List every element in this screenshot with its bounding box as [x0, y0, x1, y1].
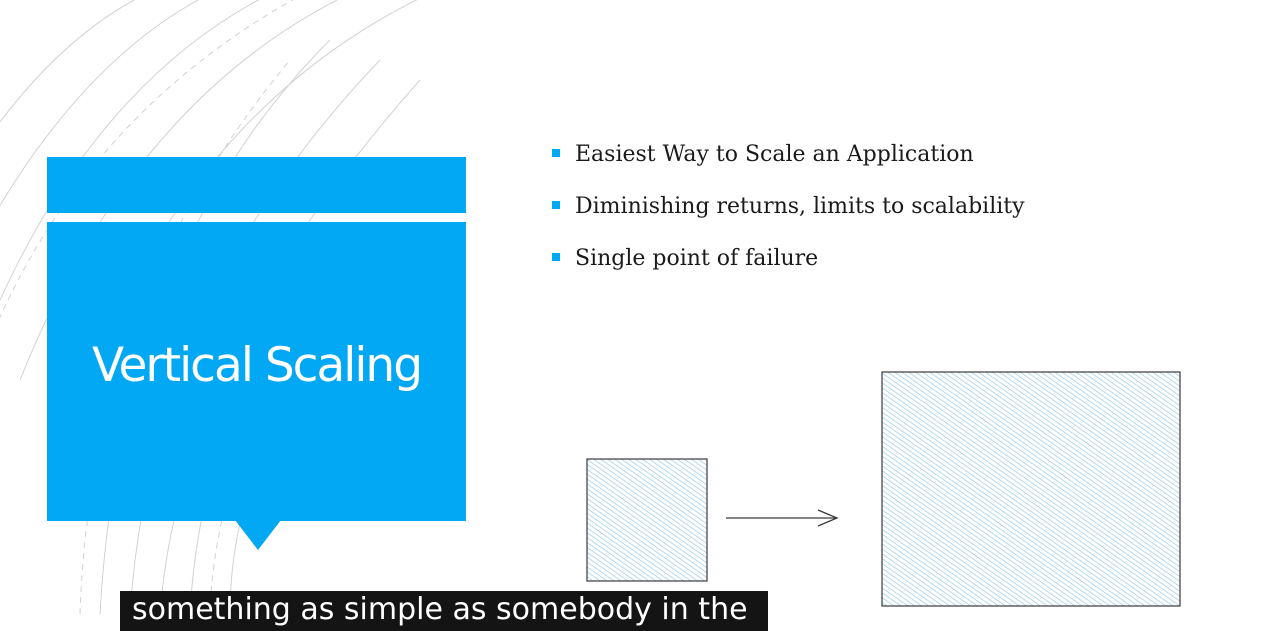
large-server-box: [881, 371, 1181, 607]
bullet-item: Single point of failure: [550, 242, 1025, 294]
slide-title: Vertical Scaling: [91, 338, 423, 393]
bullet-square-icon: [552, 201, 560, 209]
bullet-text: Diminishing returns, limits to scalabili…: [575, 194, 1025, 219]
bullet-square-icon: [552, 149, 560, 157]
title-panel-pointer: [235, 520, 281, 550]
title-panel: [47, 222, 466, 521]
bullet-text: Easiest Way to Scale an Application: [575, 142, 974, 167]
bullet-text: Single point of failure: [575, 246, 819, 271]
title-accent-strip: [47, 157, 466, 213]
scaling-sketch: [586, 371, 1181, 607]
small-server-box: [586, 458, 708, 582]
bullet-list: Easiest Way to Scale an Application Dimi…: [550, 138, 1025, 294]
bullet-square-icon: [552, 253, 560, 261]
video-caption: something as simple as somebody in the: [120, 591, 768, 631]
bullet-item: Easiest Way to Scale an Application: [550, 138, 1025, 190]
arrow-right-icon: [726, 509, 839, 527]
bullet-item: Diminishing returns, limits to scalabili…: [550, 190, 1025, 242]
